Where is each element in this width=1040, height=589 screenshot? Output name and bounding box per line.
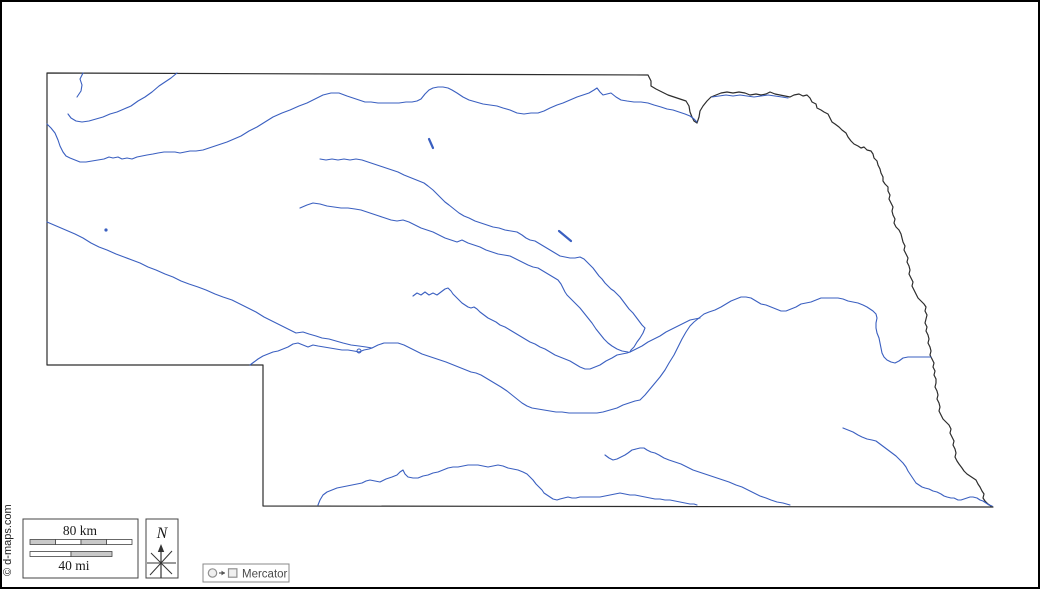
niobrara-river <box>46 86 698 163</box>
lake-feature <box>557 229 573 243</box>
flat-square-icon <box>227 568 238 578</box>
scale-bar-box: 80 km 40 mi <box>22 518 139 579</box>
south-platte-river <box>249 342 373 366</box>
nemaha-river <box>842 427 993 507</box>
scale-mi-label: 40 mi <box>58 558 89 573</box>
state-outline <box>46 72 994 508</box>
north-compass-box: N <box>145 518 179 579</box>
rivers-layer <box>46 72 993 507</box>
copyright-credit: © d-maps.com <box>2 504 14 576</box>
projection-label: Mercator <box>242 569 288 581</box>
globe-circle-icon <box>207 568 218 578</box>
white-river-stub <box>76 72 84 98</box>
scale-km-label: 80 km <box>63 523 98 538</box>
missouri-river-segment <box>711 94 789 99</box>
middle-loup-river <box>299 202 629 353</box>
platte-river <box>371 296 932 414</box>
lake-feature <box>427 137 435 150</box>
scale-bar-km <box>29 539 133 545</box>
projection-box: Mercator <box>202 563 290 583</box>
republican-river <box>317 464 698 506</box>
lakes-layer <box>104 137 573 354</box>
north-loup-river <box>319 158 646 353</box>
loup-river-lower <box>629 317 701 353</box>
white-river <box>67 72 178 123</box>
compass-star-icon <box>147 544 176 578</box>
scale-bar-mi <box>29 551 113 557</box>
north-platte-river <box>46 221 373 349</box>
lake-feature <box>356 348 362 354</box>
scale-box-border <box>22 518 139 579</box>
projection-box-border <box>202 563 290 583</box>
north-label: N <box>156 525 169 542</box>
little-blue-river <box>604 447 791 506</box>
south-loup-river <box>412 287 631 370</box>
lake-feature <box>104 228 108 232</box>
arrow-right-icon <box>219 570 225 576</box>
